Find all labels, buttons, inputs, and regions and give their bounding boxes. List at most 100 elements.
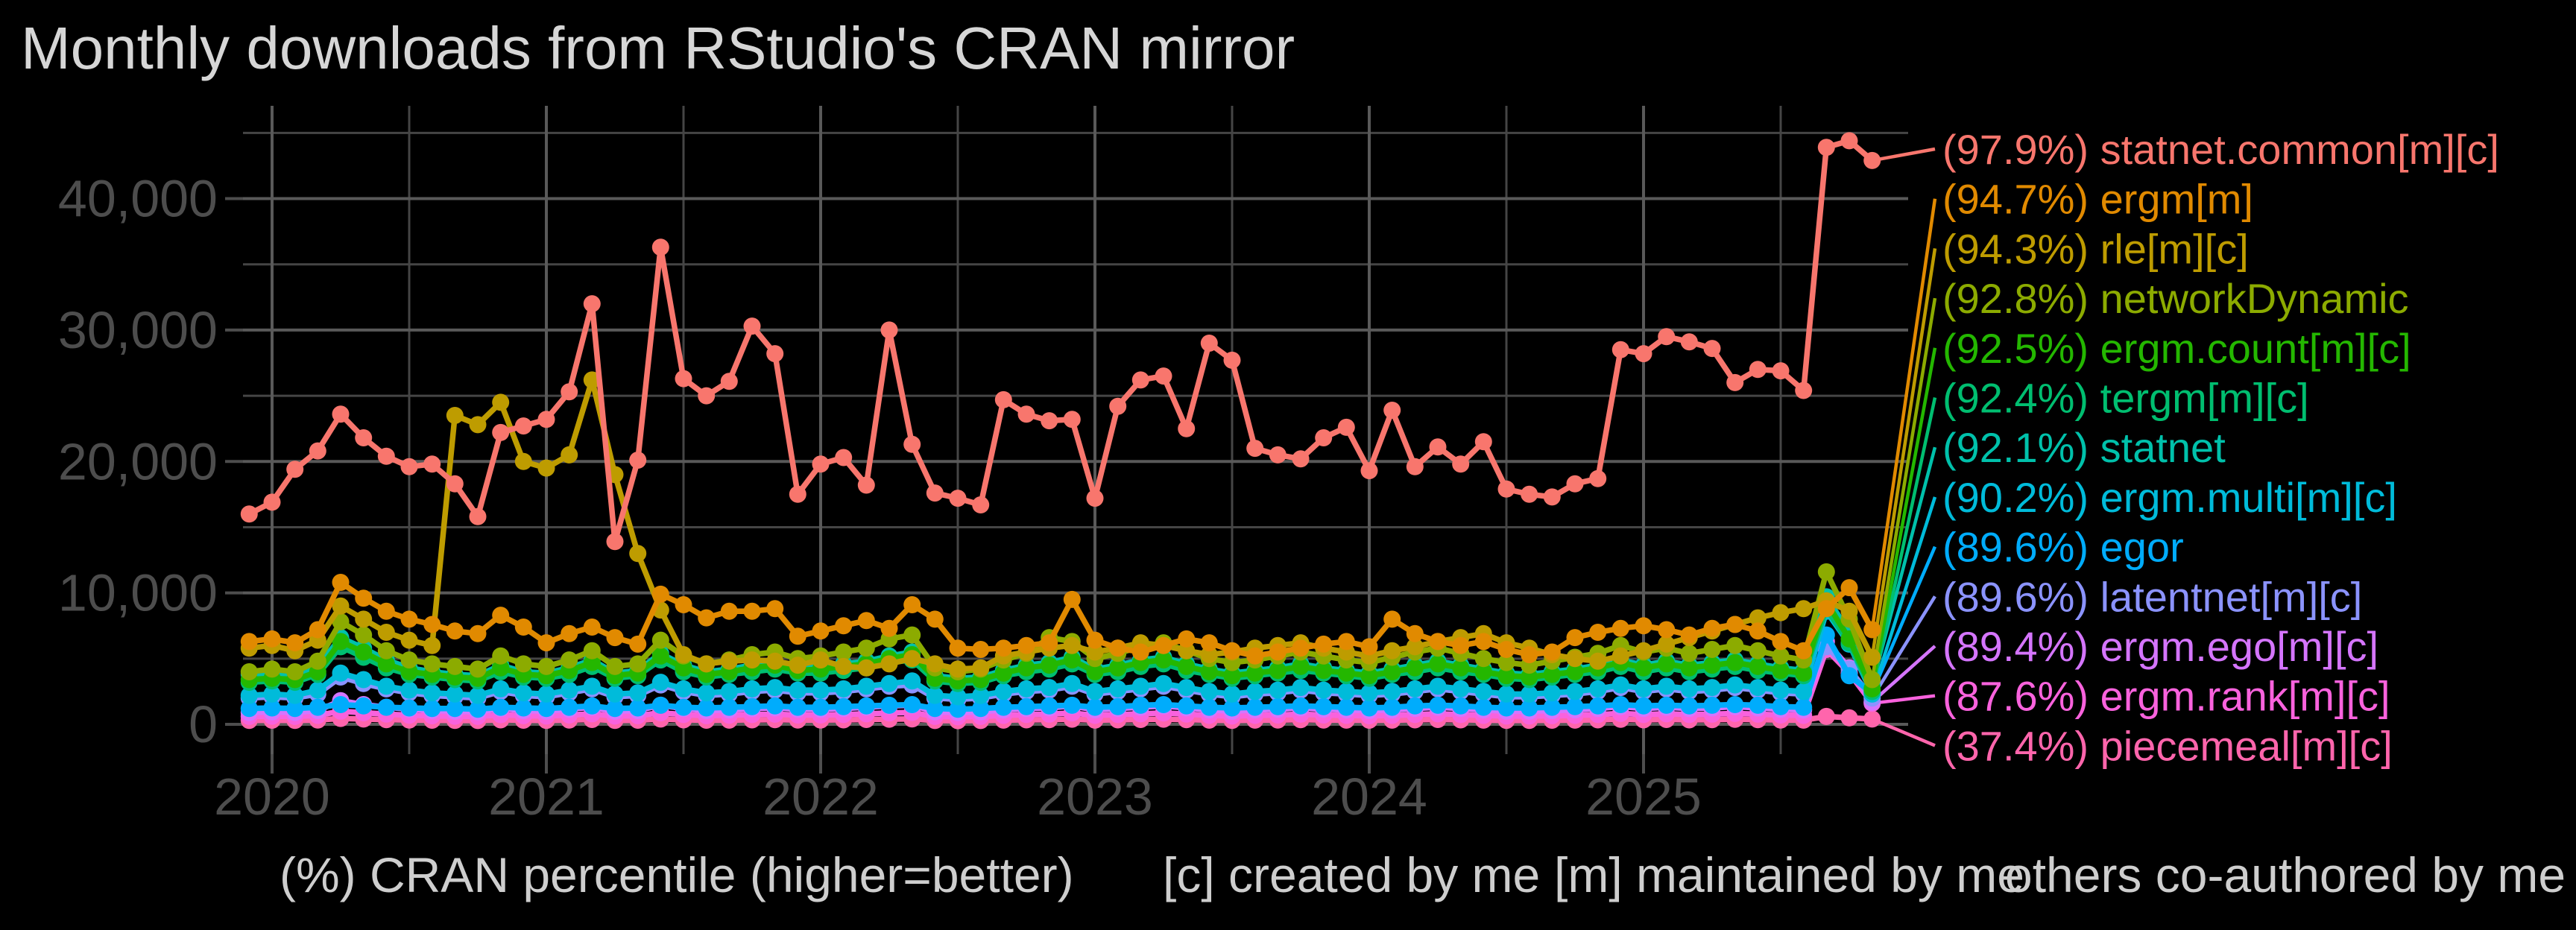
legend-label-ergm.ego: (89.4%) ergm.ego[m][c]	[1942, 623, 2378, 670]
series-point	[994, 390, 1012, 408]
x-tick-label: 2024	[1311, 768, 1427, 826]
series-point	[1726, 696, 1744, 713]
series-point	[1497, 667, 1515, 685]
series-point	[1017, 698, 1035, 715]
series-point	[1749, 657, 1767, 675]
series-point	[1566, 663, 1584, 680]
series-point	[1086, 663, 1104, 680]
series-point	[720, 683, 738, 700]
legend-connector-ergm.rank	[1872, 694, 1936, 706]
series-point	[720, 602, 738, 620]
legend-label-egor: (89.6%) egor	[1942, 524, 2184, 571]
series-point	[1131, 643, 1149, 661]
series-point	[1452, 680, 1470, 698]
series-point	[355, 697, 373, 715]
series-point	[880, 674, 898, 692]
series-point	[1269, 446, 1287, 464]
series-point	[1200, 683, 1218, 700]
series-point	[743, 602, 761, 620]
series-point	[835, 643, 853, 661]
series-point	[1566, 683, 1584, 700]
series-point	[1680, 697, 1698, 715]
series-point	[561, 698, 578, 716]
legend-connector-statnet.common	[1872, 147, 1936, 162]
legend-label-ergm.multi: (90.2%) ergm.multi[m][c]	[1942, 474, 2397, 521]
series-point	[1726, 636, 1744, 654]
series-point	[1474, 633, 1492, 651]
series-point	[903, 672, 921, 690]
series-point	[286, 686, 304, 704]
series-point	[1566, 629, 1584, 647]
series-point	[537, 700, 555, 718]
series-point	[1474, 663, 1492, 680]
series-point	[949, 660, 967, 678]
series-egor	[240, 545, 1937, 718]
series-point	[1406, 680, 1424, 698]
series-point	[1703, 657, 1721, 674]
series-point	[537, 411, 555, 428]
series-point	[903, 596, 921, 613]
series-point	[1474, 698, 1492, 716]
series-point	[1383, 610, 1401, 628]
series-point	[606, 629, 624, 647]
series-point	[240, 505, 258, 523]
series-point	[1726, 373, 1744, 391]
series-point	[1337, 698, 1355, 716]
series-point	[1703, 679, 1721, 697]
series-point	[1246, 698, 1264, 716]
series-point	[1131, 696, 1149, 714]
series-point	[1863, 710, 1881, 728]
series-point	[1840, 132, 1858, 150]
series-point	[469, 624, 487, 642]
series-point	[1772, 604, 1790, 621]
y-tick-label: 20,000	[58, 432, 218, 490]
series-point	[1360, 699, 1378, 717]
series-point	[1703, 619, 1721, 637]
caption-percentile-note: (%) CRAN percentile (higher=better)	[280, 847, 1074, 902]
series-point	[1200, 634, 1218, 652]
series-point	[492, 680, 510, 698]
series-point	[1269, 643, 1287, 661]
series-point	[1589, 652, 1607, 670]
series-point	[1817, 600, 1835, 618]
series-point	[1041, 657, 1058, 674]
series-point	[698, 699, 716, 717]
series-point	[1429, 696, 1447, 714]
series-point	[949, 490, 967, 507]
series-point	[972, 700, 990, 718]
legend-connector-piecemeal	[1871, 717, 1936, 747]
series-lines	[240, 132, 1937, 747]
series-point	[1063, 411, 1081, 428]
series-point	[1703, 696, 1721, 714]
series-point	[1109, 698, 1127, 715]
series-point	[1155, 636, 1172, 654]
series-point	[835, 449, 853, 466]
series-point	[1817, 563, 1835, 581]
series-point	[1360, 667, 1378, 685]
series-point	[675, 596, 692, 613]
series-point	[720, 373, 738, 390]
series-point	[1315, 635, 1333, 653]
series-point	[423, 684, 441, 702]
series-point	[263, 660, 281, 678]
series-point	[1840, 667, 1858, 685]
series-point	[835, 698, 853, 715]
series-point	[1246, 647, 1264, 665]
series-point	[1589, 469, 1607, 487]
series-point	[1178, 420, 1196, 437]
series-point	[286, 663, 304, 680]
series-point	[309, 681, 326, 699]
series-point	[926, 610, 944, 628]
series-point	[606, 533, 624, 551]
series-point	[675, 680, 692, 698]
series-point	[629, 699, 647, 717]
series-point	[469, 660, 487, 678]
series-point	[1611, 696, 1629, 713]
series-point	[263, 493, 281, 511]
caption-created-note: [c] created by me	[1163, 847, 1540, 902]
series-point	[1680, 645, 1698, 662]
series-point	[355, 626, 373, 644]
series-point	[309, 442, 326, 460]
legend-connector-rle	[1870, 248, 1937, 658]
series-point	[492, 659, 510, 677]
